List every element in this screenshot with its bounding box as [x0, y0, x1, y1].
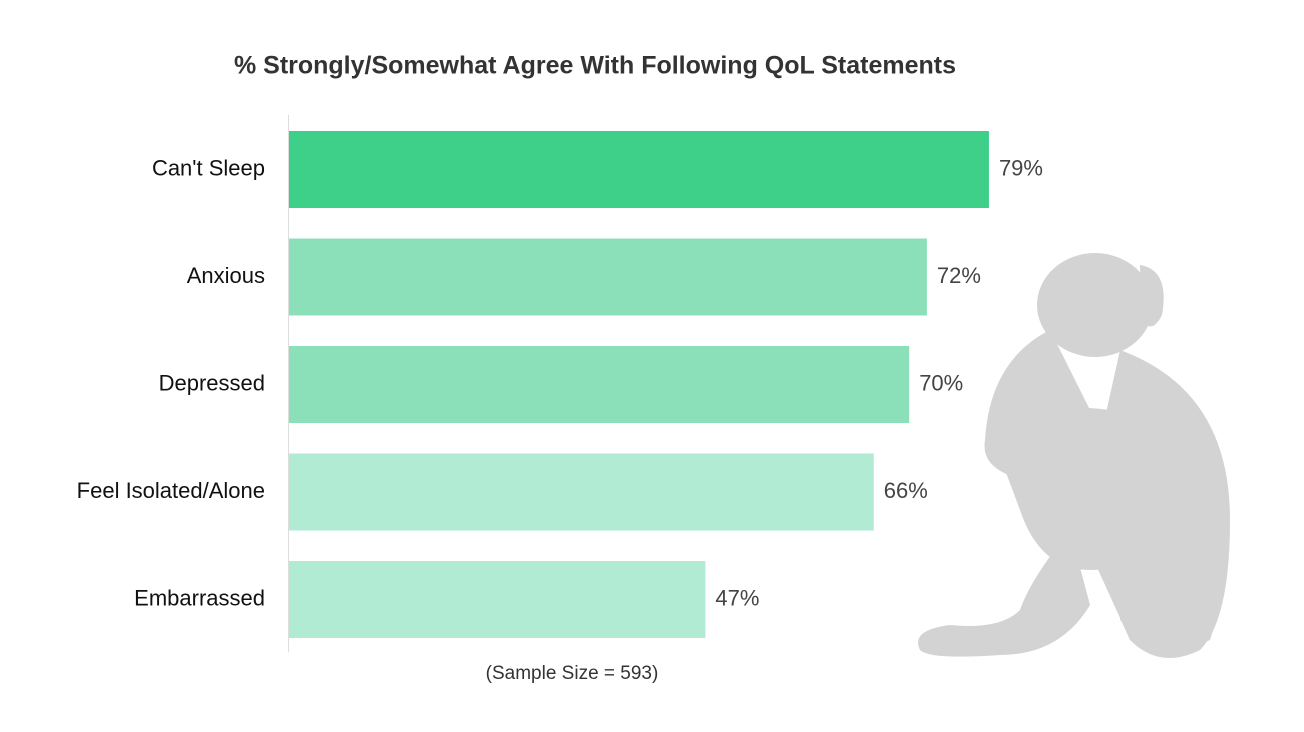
- footnote: (Sample Size = 593): [486, 663, 659, 684]
- category-label: Embarrassed: [134, 585, 265, 610]
- value-label: 72%: [937, 263, 981, 288]
- bar: [289, 238, 927, 316]
- value-label: 70%: [919, 370, 963, 395]
- value-label: 66%: [884, 478, 928, 503]
- silhouette: [918, 253, 1230, 658]
- category-label: Can't Sleep: [152, 155, 265, 180]
- bar: [289, 561, 706, 638]
- bar: [289, 131, 989, 208]
- category-label: Depressed: [159, 370, 265, 395]
- category-label: Feel Isolated/Alone: [77, 478, 265, 503]
- value-label: 47%: [715, 585, 759, 610]
- bar: [289, 346, 910, 423]
- chart-title: % Strongly/Somewhat Agree With Following…: [234, 52, 956, 80]
- bar: [289, 453, 874, 531]
- category-label: Anxious: [187, 263, 265, 288]
- value-label: 79%: [999, 155, 1043, 180]
